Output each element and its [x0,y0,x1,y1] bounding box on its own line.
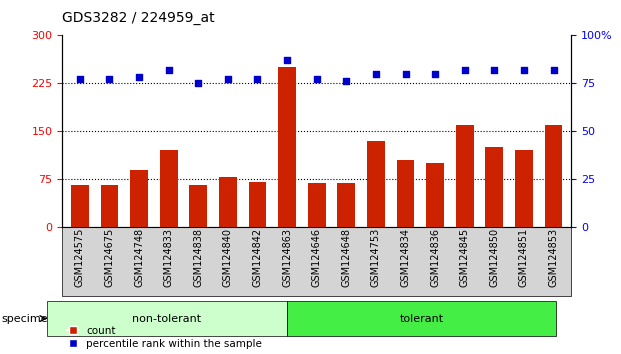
Bar [456,125,474,227]
Point [75,76,85,82]
Point [519,67,529,73]
Bar [278,67,296,227]
Point [282,57,292,63]
Bar [545,125,563,227]
Bar [219,177,237,227]
Bar [308,183,325,227]
Bar [426,163,444,227]
Bar [397,160,414,227]
Bar [515,150,533,227]
Point [312,76,322,82]
Text: GDS3282 / 224959_at: GDS3282 / 224959_at [62,11,215,25]
Point [164,67,174,73]
Bar [130,171,148,227]
Point [430,71,440,76]
Point [342,79,351,84]
Bar [248,182,266,227]
Point [104,76,114,82]
Text: non-tolerant: non-tolerant [132,314,201,324]
Point [253,76,263,82]
Point [223,76,233,82]
Legend: count, percentile rank within the sample: count, percentile rank within the sample [67,326,262,349]
Bar [486,147,503,227]
Bar [337,183,355,227]
Bar [71,185,89,227]
Point [371,71,381,76]
Point [134,75,144,80]
Text: tolerant: tolerant [399,314,443,324]
Bar [160,150,178,227]
Point [193,80,203,86]
Point [460,67,469,73]
Point [489,67,499,73]
Bar [101,185,119,227]
Point [401,71,410,76]
Text: specimen: specimen [1,314,55,324]
Point [548,67,558,73]
Bar [189,185,207,227]
Bar [367,141,385,227]
